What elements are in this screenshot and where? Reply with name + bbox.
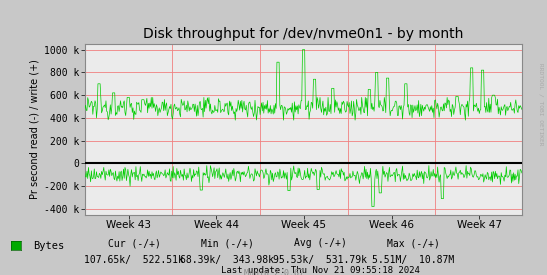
Text: 107.65k/  522.51k: 107.65k/ 522.51k [84,255,184,265]
Text: Munin 2.0.67: Munin 2.0.67 [243,269,304,275]
Text: Last update: Thu Nov 21 09:55:18 2024: Last update: Thu Nov 21 09:55:18 2024 [220,266,420,275]
Text: Min (-/+): Min (-/+) [201,238,253,248]
Text: RRDTOOL / TOBI OETIKER: RRDTOOL / TOBI OETIKER [538,63,543,146]
Text: Bytes: Bytes [33,241,64,251]
Text: Avg (-/+): Avg (-/+) [294,238,346,248]
Text: Max (-/+): Max (-/+) [387,238,439,248]
Text: 68.39k/  343.98k: 68.39k/ 343.98k [180,255,274,265]
Text: 5.51M/  10.87M: 5.51M/ 10.87M [372,255,454,265]
Text: Cur (-/+): Cur (-/+) [108,238,160,248]
Title: Disk throughput for /dev/nvme0n1 - by month: Disk throughput for /dev/nvme0n1 - by mo… [143,28,464,42]
Y-axis label: Pr second read (-) / write (+): Pr second read (-) / write (+) [30,59,40,199]
Text: 95.53k/  531.79k: 95.53k/ 531.79k [273,255,367,265]
